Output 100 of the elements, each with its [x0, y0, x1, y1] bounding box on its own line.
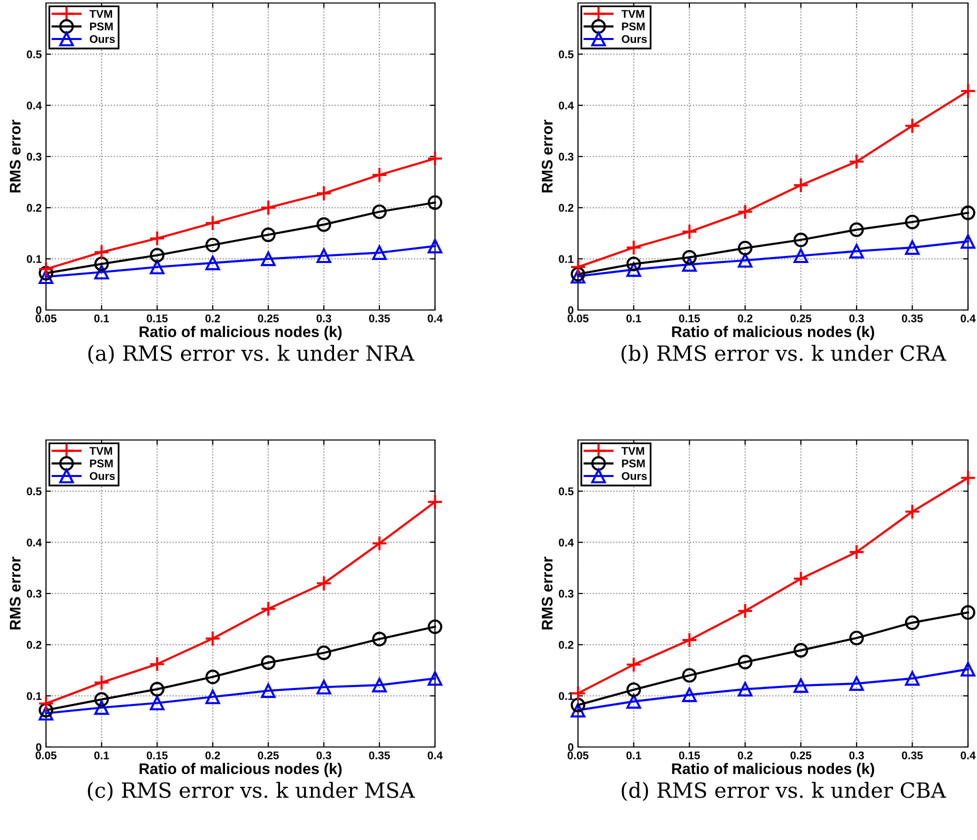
point: [960, 205, 976, 220]
x-tick-label: 0.35: [902, 751, 923, 760]
point: [94, 256, 109, 272]
y-tick-label: 0.3: [558, 152, 574, 161]
point: [626, 694, 642, 709]
point: [794, 678, 808, 693]
x-axis-title: Ratio of malicious nodes (k): [140, 326, 342, 340]
point: [260, 655, 276, 670]
point: [427, 494, 443, 510]
point: [316, 680, 332, 694]
point: [316, 575, 332, 592]
y-tick-label: 0.1: [26, 255, 42, 263]
point: [960, 470, 976, 486]
y-tick-label: 0.5: [26, 487, 42, 496]
point: [149, 230, 166, 246]
y-tick-label: 0.1: [558, 255, 574, 263]
x-axis-title: Ratio of malicious nodes (k): [140, 762, 342, 778]
y-tick-label: 0.5: [558, 487, 574, 496]
point: [794, 232, 808, 248]
x-tick-label: 0.15: [679, 314, 700, 322]
x-tick-label: 0.15: [679, 751, 700, 760]
y-axis-title: RMS error: [542, 120, 553, 192]
point: [960, 234, 976, 249]
point: [316, 185, 332, 202]
point: [738, 682, 752, 696]
point: [904, 240, 920, 255]
y-tick-label: 0.2: [558, 640, 574, 649]
point: [626, 240, 642, 256]
point: [150, 260, 164, 274]
x-tick-label: 0.05: [36, 314, 57, 322]
point: [260, 227, 276, 242]
x-tick-label: 0.25: [790, 314, 812, 322]
point: [960, 83, 976, 99]
point: [738, 654, 752, 670]
x-tick-label: 0.25: [790, 751, 812, 760]
point: [372, 678, 387, 692]
point: [849, 244, 864, 258]
y-axis-title: RMS error: [10, 120, 21, 192]
point: [960, 605, 976, 620]
x-tick-label: 0.25: [258, 751, 279, 760]
y-tick-label: 0.2: [558, 204, 574, 212]
y-tick-label: 0: [568, 743, 574, 752]
point: [626, 256, 642, 272]
y-tick-label: 0: [36, 743, 42, 752]
point: [681, 224, 698, 240]
point: [205, 256, 220, 270]
point: [682, 668, 697, 683]
point: [792, 570, 809, 587]
x-tick-label: 0.2: [738, 751, 752, 760]
point: [738, 240, 752, 256]
point: [682, 250, 697, 265]
y-tick-label: 0.4: [558, 102, 574, 110]
x-tick-label: 0.15: [146, 751, 168, 760]
point: [737, 204, 754, 220]
point: [372, 632, 387, 646]
point: [904, 504, 920, 520]
point: [794, 643, 808, 658]
legend-label: PSM: [90, 22, 113, 30]
point: [260, 683, 276, 698]
point: [904, 118, 920, 134]
point: [94, 700, 109, 715]
legend-label: TVM: [621, 10, 644, 18]
y-tick-label: 0: [568, 306, 574, 314]
text: (b) RMS error vs. k under CRA: [622, 344, 946, 364]
point: [904, 671, 920, 686]
text: (d) RMS error vs. k under CBA: [622, 782, 946, 801]
point: [626, 656, 642, 673]
y-tick-label: 0.1: [558, 692, 574, 700]
x-tick-label: 0.05: [568, 314, 589, 322]
point: [150, 696, 164, 710]
text: (c) RMS error vs. k under MSA: [88, 782, 415, 801]
y-tick-label: 0.4: [26, 538, 42, 546]
x-tick-label: 0.3: [849, 314, 864, 322]
y-tick-label: 0.5: [558, 50, 574, 58]
y-axis-title: RMS error: [10, 556, 21, 630]
point: [738, 253, 752, 268]
x-tick-label: 0.15: [146, 314, 168, 322]
y-tick-label: 0.3: [26, 590, 42, 598]
y-tick-label: 0.4: [26, 102, 42, 110]
x-tick-label: 0.35: [902, 314, 923, 322]
point: [849, 676, 864, 691]
x-axis-title: Ratio of malicious nodes (k): [672, 762, 874, 778]
legend-label: TVM: [89, 10, 112, 18]
point: [848, 154, 865, 170]
point: [428, 195, 442, 210]
x-tick-label: 0.4: [428, 314, 443, 322]
point: [94, 692, 109, 707]
x-tick-label: 0.1: [626, 751, 642, 760]
x-tick-label: 0.05: [36, 751, 57, 760]
x-tick-label: 0.25: [258, 314, 279, 322]
point: [904, 615, 920, 630]
y-tick-label: 0.3: [558, 590, 574, 598]
point: [260, 600, 276, 617]
point: [681, 632, 698, 648]
point: [149, 656, 166, 672]
text: (a) RMS error vs. k under NRA: [88, 344, 414, 364]
y-tick-label: 0.2: [26, 640, 42, 649]
point: [849, 222, 864, 237]
x-tick-label: 0.2: [738, 314, 752, 322]
point: [38, 261, 54, 278]
